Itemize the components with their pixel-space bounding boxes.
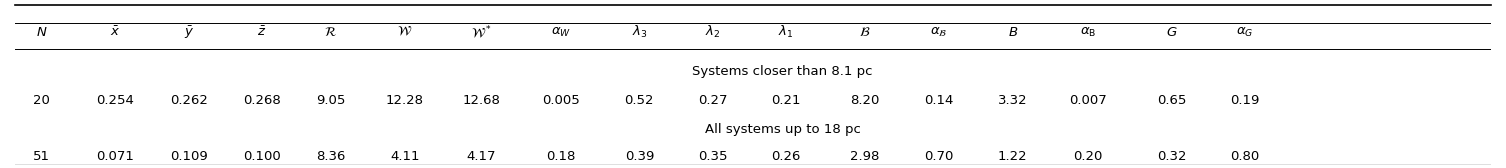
Text: $\alpha_\mathcal{B}$: $\alpha_\mathcal{B}$ xyxy=(931,26,947,39)
Text: 12.68: 12.68 xyxy=(462,94,500,107)
Text: $\alpha_G$: $\alpha_G$ xyxy=(1236,26,1253,39)
Text: 0.071: 0.071 xyxy=(96,150,134,163)
Text: 0.005: 0.005 xyxy=(542,94,580,107)
Text: All systems up to 18 pc: All systems up to 18 pc xyxy=(705,123,860,136)
Text: $\mathcal{R}$: $\mathcal{R}$ xyxy=(324,26,337,39)
Text: 0.18: 0.18 xyxy=(547,150,575,163)
Text: 8.20: 8.20 xyxy=(851,94,880,107)
Text: $\alpha_\mathrm{B}$: $\alpha_\mathrm{B}$ xyxy=(1080,26,1096,39)
Text: $\bar{z}$: $\bar{z}$ xyxy=(258,26,267,39)
Text: 20: 20 xyxy=(33,94,50,107)
Text: 0.39: 0.39 xyxy=(625,150,654,163)
Text: 0.262: 0.262 xyxy=(170,94,208,107)
Text: 2.98: 2.98 xyxy=(851,150,880,163)
Text: $\alpha_W$: $\alpha_W$ xyxy=(551,26,571,39)
Text: $\bar{y}$: $\bar{y}$ xyxy=(184,24,194,41)
Text: $\lambda_2$: $\lambda_2$ xyxy=(705,24,721,40)
Text: $\lambda_1$: $\lambda_1$ xyxy=(777,24,794,40)
Text: 0.35: 0.35 xyxy=(699,150,727,163)
Text: $G$: $G$ xyxy=(1166,26,1178,39)
Text: $\mathcal{W}$: $\mathcal{W}$ xyxy=(398,26,413,39)
Text: $B$: $B$ xyxy=(1008,26,1018,39)
Text: 4.17: 4.17 xyxy=(467,150,495,163)
Text: 0.32: 0.32 xyxy=(1158,150,1187,163)
Text: 1.22: 1.22 xyxy=(998,150,1027,163)
Text: $\lambda_3$: $\lambda_3$ xyxy=(631,24,648,40)
Text: 0.109: 0.109 xyxy=(170,150,208,163)
Text: 0.27: 0.27 xyxy=(699,94,727,107)
Text: 0.268: 0.268 xyxy=(242,94,280,107)
Text: $\mathcal{B}$: $\mathcal{B}$ xyxy=(860,26,870,39)
Text: 0.254: 0.254 xyxy=(96,94,134,107)
Text: 0.21: 0.21 xyxy=(771,94,800,107)
Text: 3.32: 3.32 xyxy=(998,94,1027,107)
Text: 9.05: 9.05 xyxy=(316,94,345,107)
Text: 8.36: 8.36 xyxy=(316,150,345,163)
Text: 0.20: 0.20 xyxy=(1074,150,1102,163)
Text: 12.28: 12.28 xyxy=(386,94,423,107)
Text: 0.19: 0.19 xyxy=(1230,94,1259,107)
Text: 0.100: 0.100 xyxy=(242,150,280,163)
Text: 51: 51 xyxy=(33,150,50,163)
Text: 0.65: 0.65 xyxy=(1158,94,1187,107)
Text: Systems closer than 8.1 pc: Systems closer than 8.1 pc xyxy=(693,65,873,78)
Text: 0.007: 0.007 xyxy=(1069,94,1107,107)
Text: $\bar{x}$: $\bar{x}$ xyxy=(110,26,120,39)
Text: 0.14: 0.14 xyxy=(925,94,953,107)
Text: 0.70: 0.70 xyxy=(925,150,953,163)
Text: 4.11: 4.11 xyxy=(390,150,420,163)
Text: $\mathcal{W}^*$: $\mathcal{W}^*$ xyxy=(471,24,492,41)
Text: 0.80: 0.80 xyxy=(1230,150,1259,163)
Text: $N$: $N$ xyxy=(36,26,47,39)
Text: 0.26: 0.26 xyxy=(771,150,800,163)
Text: 0.52: 0.52 xyxy=(625,94,654,107)
